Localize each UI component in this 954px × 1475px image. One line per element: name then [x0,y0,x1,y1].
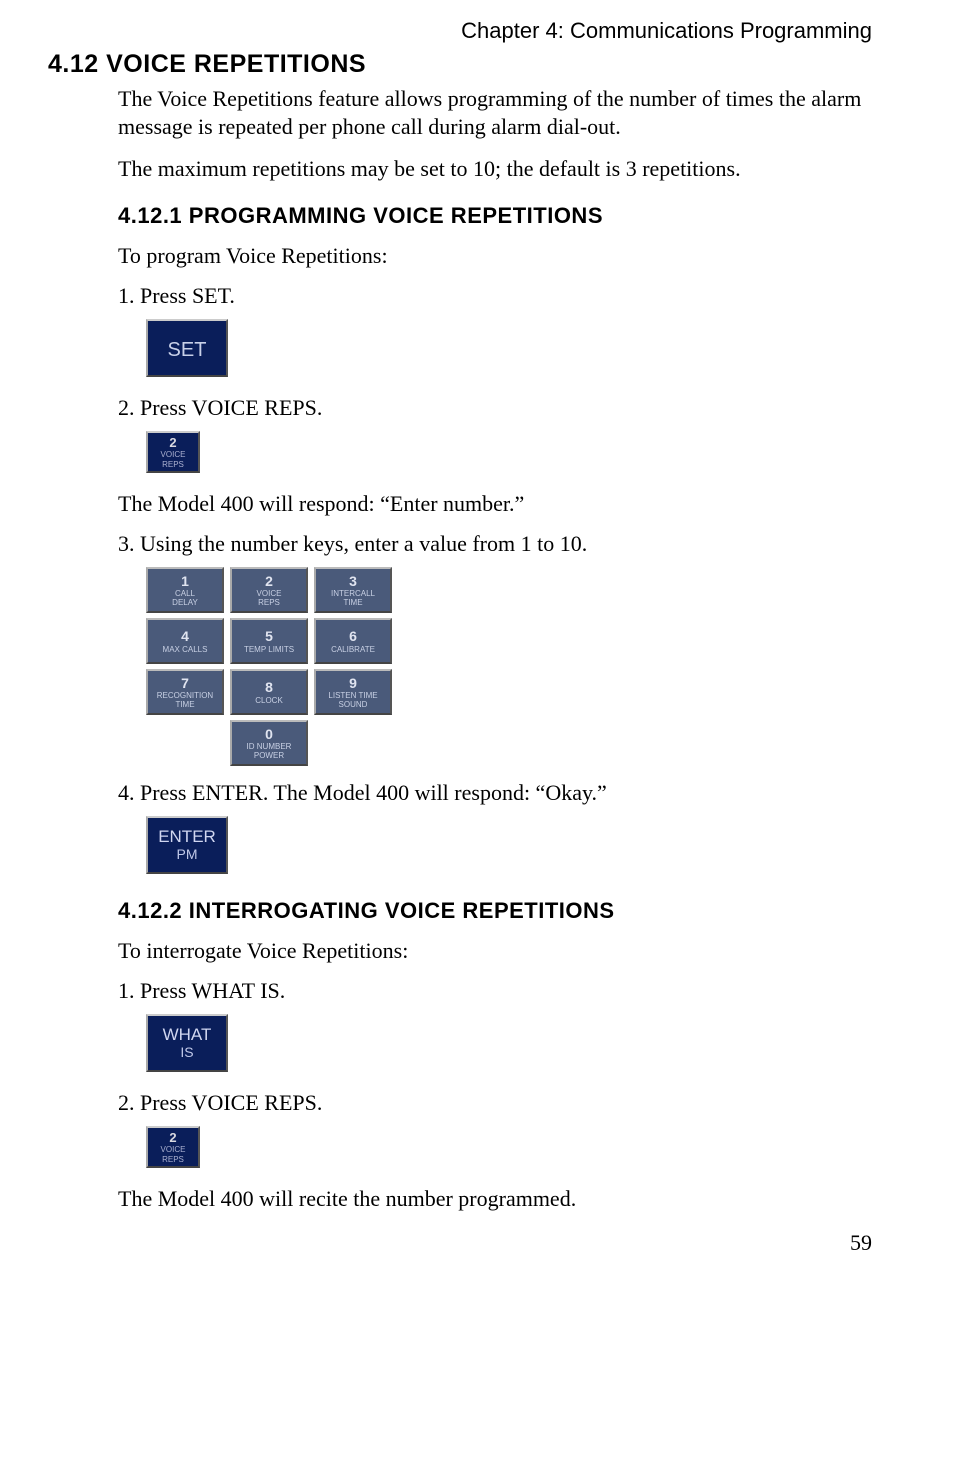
keypad-key-label: TEMP LIMITS [244,645,294,654]
keypad-row-2: 4 MAX CALLS 5 TEMP LIMITS 6 CALIBRATE [146,618,872,664]
keypad-key-label: ID NUMBER [247,742,292,751]
keypad-key-5: 5 TEMP LIMITS [230,618,308,664]
voice-reps-key-label-2: REPS [148,1155,198,1164]
section-title: 4.12 VOICE REPETITIONS [48,50,872,79]
keypad-key-8: 8 CLOCK [230,669,308,715]
keypad-key-4: 4 MAX CALLS [146,618,224,664]
keypad-key-label: VOICE [257,589,282,598]
keypad-key-label: MAX CALLS [163,645,208,654]
intro-paragraph-2: The maximum repetitions may be set to 10… [118,155,872,183]
keypad-key-num: 2 [265,574,273,589]
subsection-1-number: 4.12.1 [118,203,182,228]
section-number: 4.12 [48,50,99,78]
subsection-1-heading: PROGRAMMING VOICE REPETITIONS [189,203,603,228]
step-1-2-response: The Model 400 will respond: “Enter numbe… [118,491,872,517]
section-heading: VOICE REPETITIONS [106,50,366,78]
step-1-1: 1. Press SET. [118,283,872,309]
keypad-key-num: 1 [181,574,189,589]
voice-reps-key-label-1: VOICE [148,450,198,459]
keypad-key-num: 0 [265,727,273,742]
keypad-key-label: RECOGNITION [157,691,213,700]
what-is-key-label-1: WHAT [163,1026,212,1045]
what-is-key-label-2: IS [180,1045,193,1060]
intro-paragraph-1: The Voice Repetitions feature allows pro… [118,85,872,141]
keypad-key-label: REPS [258,598,280,607]
step-1-2: 2. Press VOICE REPS. [118,395,872,421]
subsection-1-title: 4.12.1 PROGRAMMING VOICE REPETITIONS [118,203,872,229]
keypad-key-num: 3 [349,574,357,589]
number-keypad: 1 CALL DELAY 2 VOICE REPS 3 INTERCALL TI… [146,567,872,766]
keypad-key-label: POWER [254,751,284,760]
subsection-1-lead: To program Voice Repetitions: [118,243,872,269]
enter-key-label-1: ENTER [158,828,216,847]
voice-reps-key-num: 2 [148,433,198,450]
keypad-key-6: 6 CALIBRATE [314,618,392,664]
chapter-header: Chapter 4: Communications Programming [48,18,872,44]
set-key-label: SET [168,339,207,361]
keypad-key-label: DELAY [172,598,198,607]
voice-reps-key: 2 VOICE REPS [146,431,200,473]
keypad-key-label: SOUND [339,700,368,709]
voice-reps-key-2: 2 VOICE REPS [146,1126,200,1168]
keypad-row-3: 7 RECOGNITION TIME 8 CLOCK 9 LISTEN TIME… [146,669,872,715]
step-2-1: 1. Press WHAT IS. [118,978,872,1004]
keypad-key-9: 9 LISTEN TIME SOUND [314,669,392,715]
keypad-key-3: 3 INTERCALL TIME [314,567,392,613]
keypad-key-num: 8 [265,680,273,695]
enter-key: ENTER PM [146,816,228,874]
keypad-key-1: 1 CALL DELAY [146,567,224,613]
keypad-key-num: 9 [349,676,357,691]
keypad-key-0: 0 ID NUMBER POWER [230,720,308,766]
voice-reps-key-num: 2 [148,1128,198,1145]
keypad-key-num: 7 [181,676,189,691]
keypad-key-7: 7 RECOGNITION TIME [146,669,224,715]
set-key: SET [146,319,228,377]
voice-reps-key-label-1: VOICE [148,1145,198,1154]
step-1-3: 3. Using the number keys, enter a value … [118,531,872,557]
enter-key-label-2: PM [177,847,198,862]
subsection-2-lead: To interrogate Voice Repetitions: [118,938,872,964]
keypad-key-label: INTERCALL [331,589,375,598]
keypad-key-label: TIME [175,700,194,709]
keypad-key-num: 4 [181,629,189,644]
page-number: 59 [48,1230,872,1256]
keypad-key-label: CALIBRATE [331,645,375,654]
voice-reps-key-label-2: REPS [148,460,198,469]
keypad-key-num: 5 [265,629,273,644]
subsection-2-number: 4.12.2 [118,898,182,923]
keypad-row-1: 1 CALL DELAY 2 VOICE REPS 3 INTERCALL TI… [146,567,872,613]
keypad-key-2: 2 VOICE REPS [230,567,308,613]
step-1-4: 4. Press ENTER. The Model 400 will respo… [118,780,872,806]
keypad-key-num: 6 [349,629,357,644]
keypad-key-label: TIME [343,598,362,607]
what-is-key: WHAT IS [146,1014,228,1072]
subsection-2-title: 4.12.2 INTERROGATING VOICE REPETITIONS [118,898,872,924]
keypad-row-4: 0 ID NUMBER POWER [146,720,872,766]
step-2-2: 2. Press VOICE REPS. [118,1090,872,1116]
subsection-2-heading: INTERROGATING VOICE REPETITIONS [189,898,615,923]
keypad-key-label: CALL [175,589,195,598]
step-2-result: The Model 400 will recite the number pro… [118,1186,872,1212]
keypad-key-label: CLOCK [255,696,283,705]
keypad-key-label: LISTEN TIME [328,691,377,700]
